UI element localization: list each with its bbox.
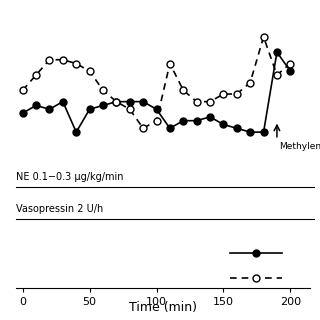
Text: Time (min): Time (min) [129,300,197,314]
Text: Vasopressin 2 U/h: Vasopressin 2 U/h [16,204,103,214]
Text: NE 0.1−0.3 μg/kg/min: NE 0.1−0.3 μg/kg/min [16,172,124,182]
Text: Methylene: Methylene [280,142,320,151]
